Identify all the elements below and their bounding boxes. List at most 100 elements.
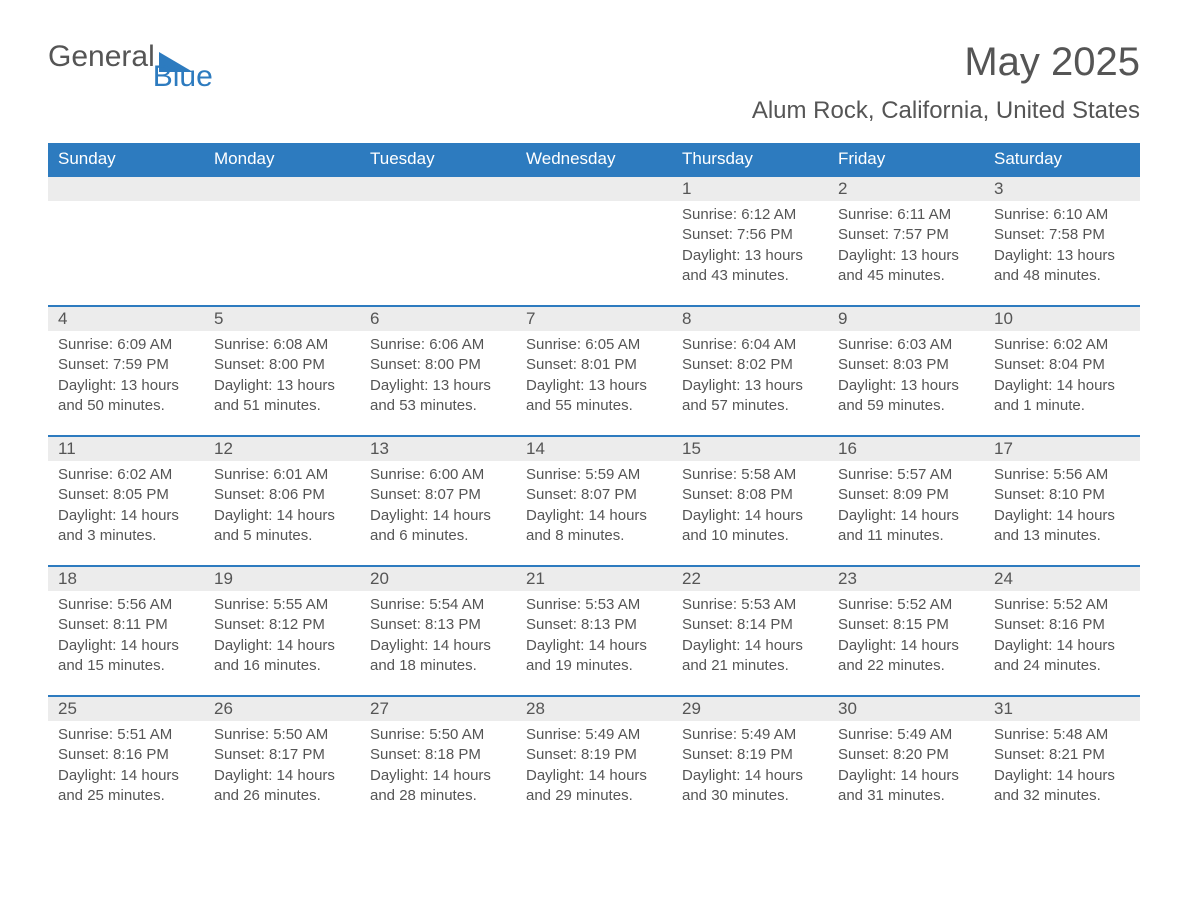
sunrise-line: Sunrise: 5:53 AM [526,595,662,615]
daylight-line: Daylight: 14 hours and 3 minutes. [58,506,194,547]
calendar-cell [516,176,672,306]
sunset-line: Sunset: 8:16 PM [58,745,194,765]
sunrise-line: Sunrise: 6:02 AM [994,335,1130,355]
cell-body: Sunrise: 6:03 AMSunset: 8:03 PMDaylight:… [828,331,984,426]
sunrise-line: Sunrise: 5:49 AM [838,725,974,745]
daylight-line: Daylight: 13 hours and 51 minutes. [214,376,350,417]
cell-body: Sunrise: 5:49 AMSunset: 8:19 PMDaylight:… [672,721,828,816]
sunrise-line: Sunrise: 5:49 AM [682,725,818,745]
day-number: 21 [516,567,672,591]
cell-body: Sunrise: 5:52 AMSunset: 8:15 PMDaylight:… [828,591,984,686]
logo-text-general: General [48,40,155,74]
day-number [204,177,360,201]
sunset-line: Sunset: 8:08 PM [682,485,818,505]
daylight-line: Daylight: 14 hours and 28 minutes. [370,766,506,807]
page-header: General Blue May 2025 Alum Rock, Califor… [48,40,1140,125]
cell-body: Sunrise: 6:00 AMSunset: 8:07 PMDaylight:… [360,461,516,556]
sunrise-line: Sunrise: 5:48 AM [994,725,1130,745]
day-number: 6 [360,307,516,331]
calendar-cell: 4Sunrise: 6:09 AMSunset: 7:59 PMDaylight… [48,306,204,436]
sunrise-line: Sunrise: 5:59 AM [526,465,662,485]
cell-body [48,201,204,215]
day-number: 15 [672,437,828,461]
cell-body: Sunrise: 5:55 AMSunset: 8:12 PMDaylight:… [204,591,360,686]
sunset-line: Sunset: 7:56 PM [682,225,818,245]
calendar-cell: 11Sunrise: 6:02 AMSunset: 8:05 PMDayligh… [48,436,204,566]
sunrise-line: Sunrise: 5:50 AM [214,725,350,745]
calendar-cell: 16Sunrise: 5:57 AMSunset: 8:09 PMDayligh… [828,436,984,566]
sunrise-line: Sunrise: 6:01 AM [214,465,350,485]
cell-body: Sunrise: 6:02 AMSunset: 8:05 PMDaylight:… [48,461,204,556]
sunrise-line: Sunrise: 5:56 AM [58,595,194,615]
sunset-line: Sunset: 8:12 PM [214,615,350,635]
day-number: 22 [672,567,828,591]
calendar-cell: 23Sunrise: 5:52 AMSunset: 8:15 PMDayligh… [828,566,984,696]
calendar-cell: 8Sunrise: 6:04 AMSunset: 8:02 PMDaylight… [672,306,828,436]
cell-body: Sunrise: 6:09 AMSunset: 7:59 PMDaylight:… [48,331,204,426]
cell-body: Sunrise: 6:08 AMSunset: 8:00 PMDaylight:… [204,331,360,426]
sunrise-line: Sunrise: 6:08 AM [214,335,350,355]
cell-body [516,201,672,215]
day-number: 1 [672,177,828,201]
daylight-line: Daylight: 14 hours and 26 minutes. [214,766,350,807]
sunrise-line: Sunrise: 6:06 AM [370,335,506,355]
sunset-line: Sunset: 8:20 PM [838,745,974,765]
cell-body: Sunrise: 5:48 AMSunset: 8:21 PMDaylight:… [984,721,1140,816]
cell-body: Sunrise: 5:54 AMSunset: 8:13 PMDaylight:… [360,591,516,686]
sunset-line: Sunset: 8:00 PM [214,355,350,375]
calendar-week-row: 18Sunrise: 5:56 AMSunset: 8:11 PMDayligh… [48,566,1140,696]
calendar-week-row: 4Sunrise: 6:09 AMSunset: 7:59 PMDaylight… [48,306,1140,436]
daylight-line: Daylight: 14 hours and 30 minutes. [682,766,818,807]
cell-body: Sunrise: 5:49 AMSunset: 8:20 PMDaylight:… [828,721,984,816]
cell-body: Sunrise: 5:52 AMSunset: 8:16 PMDaylight:… [984,591,1140,686]
daylight-line: Daylight: 14 hours and 1 minute. [994,376,1130,417]
cell-body: Sunrise: 6:05 AMSunset: 8:01 PMDaylight:… [516,331,672,426]
sunrise-line: Sunrise: 6:10 AM [994,205,1130,225]
calendar-cell: 26Sunrise: 5:50 AMSunset: 8:17 PMDayligh… [204,696,360,826]
calendar-cell: 27Sunrise: 5:50 AMSunset: 8:18 PMDayligh… [360,696,516,826]
day-number: 24 [984,567,1140,591]
calendar-cell: 2Sunrise: 6:11 AMSunset: 7:57 PMDaylight… [828,176,984,306]
sunrise-line: Sunrise: 6:00 AM [370,465,506,485]
cell-body: Sunrise: 5:53 AMSunset: 8:13 PMDaylight:… [516,591,672,686]
logo-text-blue: Blue [153,60,213,94]
daylight-line: Daylight: 14 hours and 21 minutes. [682,636,818,677]
daylight-line: Daylight: 14 hours and 18 minutes. [370,636,506,677]
weekday-header: Friday [828,143,984,176]
day-number: 12 [204,437,360,461]
daylight-line: Daylight: 14 hours and 29 minutes. [526,766,662,807]
day-number: 5 [204,307,360,331]
calendar-cell: 3Sunrise: 6:10 AMSunset: 7:58 PMDaylight… [984,176,1140,306]
day-number: 31 [984,697,1140,721]
sunset-line: Sunset: 8:15 PM [838,615,974,635]
weekday-header: Thursday [672,143,828,176]
day-number [48,177,204,201]
sunset-line: Sunset: 8:06 PM [214,485,350,505]
sunset-line: Sunset: 8:19 PM [526,745,662,765]
sunset-line: Sunset: 8:17 PM [214,745,350,765]
daylight-line: Daylight: 14 hours and 16 minutes. [214,636,350,677]
day-number: 30 [828,697,984,721]
cell-body: Sunrise: 6:11 AMSunset: 7:57 PMDaylight:… [828,201,984,296]
daylight-line: Daylight: 13 hours and 59 minutes. [838,376,974,417]
calendar-cell: 21Sunrise: 5:53 AMSunset: 8:13 PMDayligh… [516,566,672,696]
calendar-cell [360,176,516,306]
weekday-header: Saturday [984,143,1140,176]
day-number: 11 [48,437,204,461]
day-number: 17 [984,437,1140,461]
sunset-line: Sunset: 7:57 PM [838,225,974,245]
title-block: May 2025 Alum Rock, California, United S… [752,40,1140,125]
daylight-line: Daylight: 14 hours and 31 minutes. [838,766,974,807]
sunset-line: Sunset: 8:13 PM [526,615,662,635]
calendar-cell: 29Sunrise: 5:49 AMSunset: 8:19 PMDayligh… [672,696,828,826]
daylight-line: Daylight: 14 hours and 22 minutes. [838,636,974,677]
calendar-cell: 14Sunrise: 5:59 AMSunset: 8:07 PMDayligh… [516,436,672,566]
sunrise-line: Sunrise: 6:12 AM [682,205,818,225]
day-number: 20 [360,567,516,591]
sunrise-line: Sunrise: 5:58 AM [682,465,818,485]
cell-body: Sunrise: 5:50 AMSunset: 8:18 PMDaylight:… [360,721,516,816]
day-number [360,177,516,201]
weekday-header-row: Sunday Monday Tuesday Wednesday Thursday… [48,143,1140,176]
calendar-week-row: 11Sunrise: 6:02 AMSunset: 8:05 PMDayligh… [48,436,1140,566]
daylight-line: Daylight: 14 hours and 6 minutes. [370,506,506,547]
